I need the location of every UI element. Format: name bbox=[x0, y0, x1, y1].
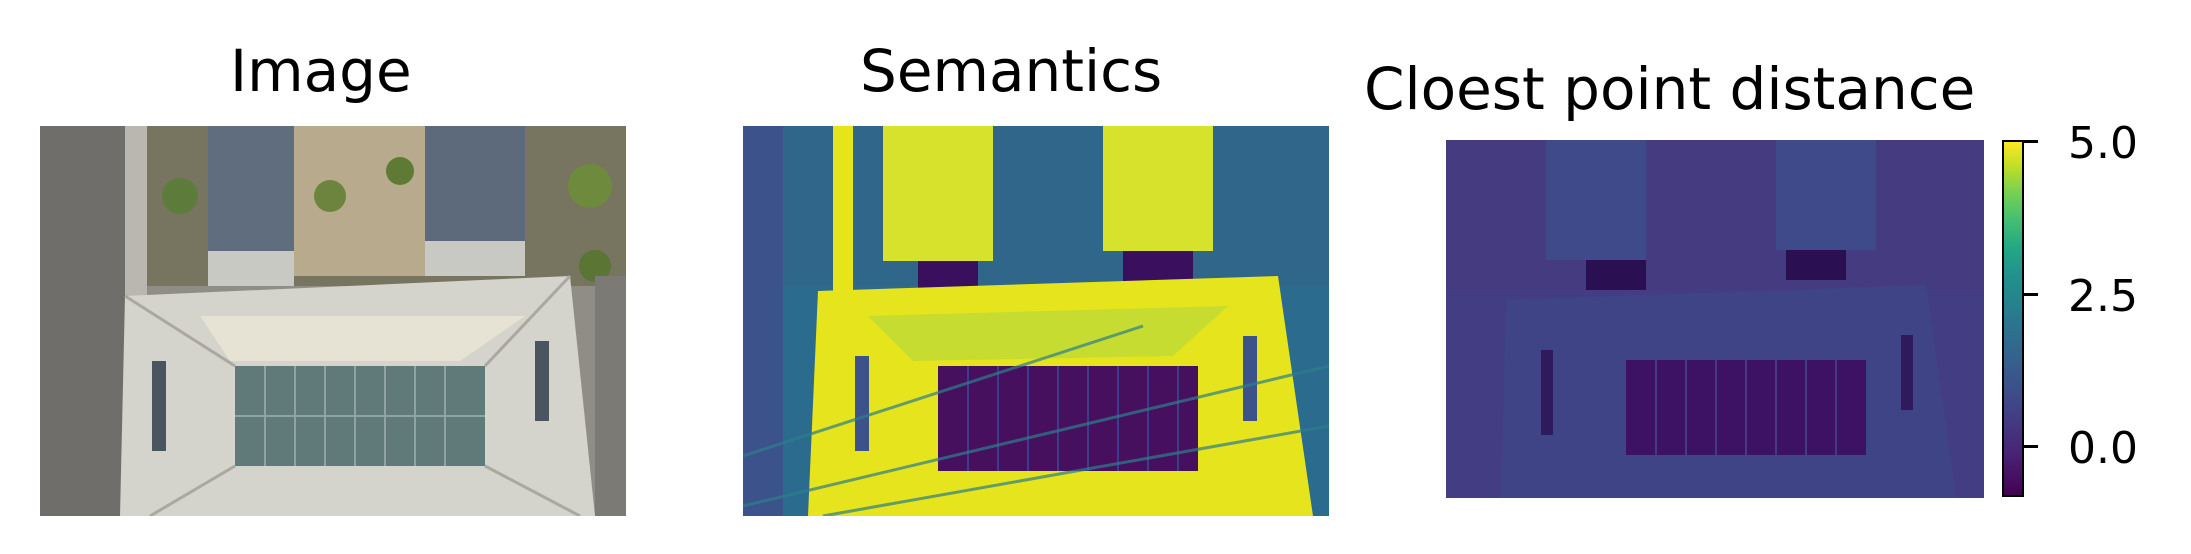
semantics-panel-title: Semantics bbox=[860, 37, 1163, 105]
colorbar-tick-label: 5.0 bbox=[2068, 118, 2138, 169]
aerial-image bbox=[40, 126, 626, 516]
distance-panel-title: Cloest point distance bbox=[1364, 55, 1976, 123]
colorbar-tick bbox=[2024, 140, 2038, 143]
image-panel-title: Image bbox=[230, 37, 412, 105]
semantics-map bbox=[743, 126, 1329, 516]
colorbar-tick bbox=[2024, 445, 2038, 448]
colorbar-tick-label: 2.5 bbox=[2068, 271, 2138, 322]
distance-map bbox=[1446, 140, 1984, 498]
colorbar-tick bbox=[2024, 293, 2038, 296]
colorbar bbox=[2002, 140, 2024, 497]
colorbar-tick-label: 0.0 bbox=[2068, 423, 2138, 474]
